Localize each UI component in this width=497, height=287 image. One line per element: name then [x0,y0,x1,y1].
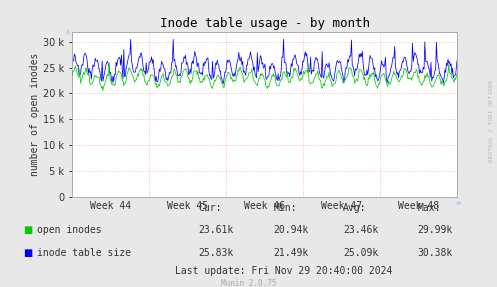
Text: ■: ■ [23,225,32,234]
Text: Min:: Min: [273,203,297,213]
Text: 23.46k: 23.46k [343,225,378,234]
Text: 23.61k: 23.61k [199,225,234,234]
Text: 21.49k: 21.49k [273,248,309,257]
Y-axis label: number of open inodes: number of open inodes [30,53,40,176]
Text: 25.83k: 25.83k [199,248,234,257]
Text: 29.99k: 29.99k [417,225,453,234]
Text: Last update: Fri Nov 29 20:40:00 2024: Last update: Fri Nov 29 20:40:00 2024 [174,266,392,276]
Title: Inode table usage - by month: Inode table usage - by month [160,18,370,30]
Text: Munin 2.0.75: Munin 2.0.75 [221,279,276,287]
Text: 30.38k: 30.38k [417,248,453,257]
Text: open inodes: open inodes [37,225,102,234]
Text: Max:: Max: [417,203,441,213]
Text: RRDTOOL / TOBI OETIKER: RRDTOOL / TOBI OETIKER [489,79,494,162]
Text: ■: ■ [23,248,32,257]
Text: 25.09k: 25.09k [343,248,378,257]
Text: 20.94k: 20.94k [273,225,309,234]
Text: Cur:: Cur: [199,203,222,213]
Text: inode table size: inode table size [37,248,131,257]
Text: Avg:: Avg: [343,203,366,213]
